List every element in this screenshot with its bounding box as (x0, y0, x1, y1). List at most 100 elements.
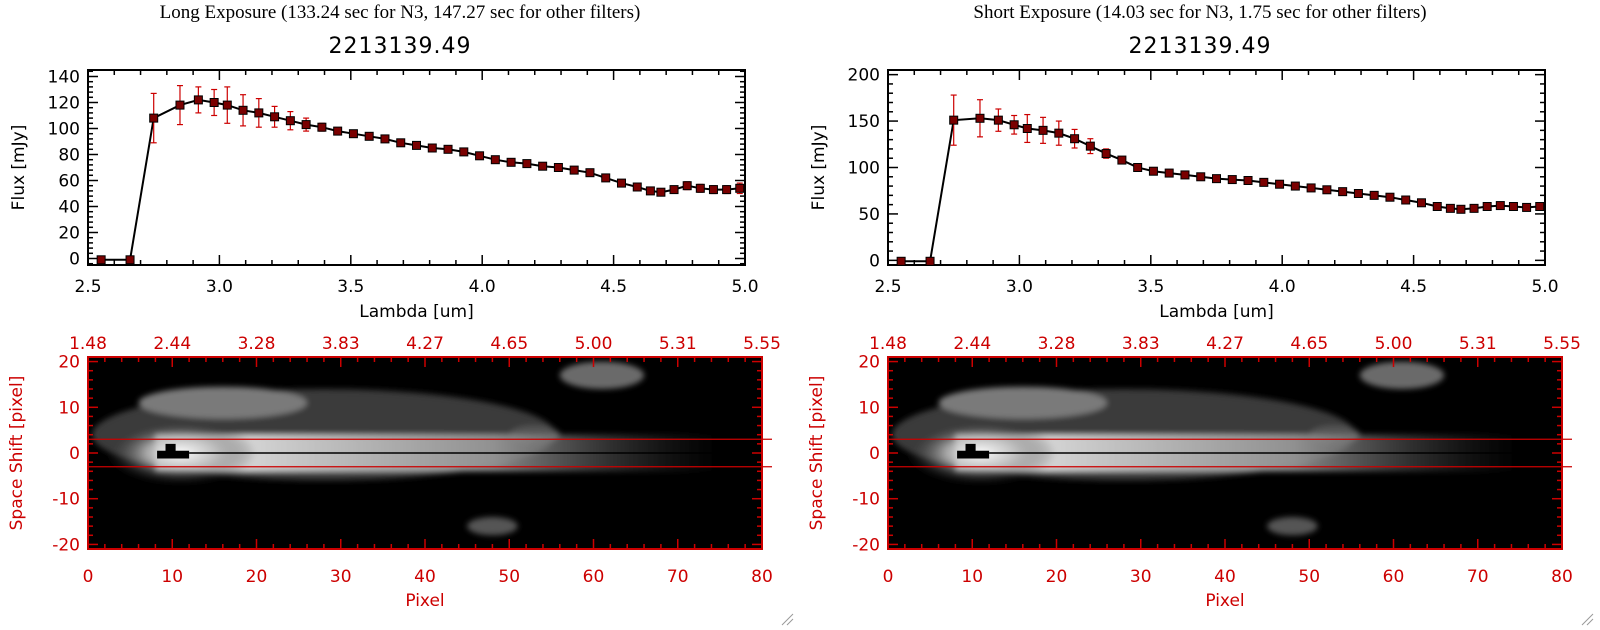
data-point (1290, 181, 1300, 191)
x-tick-label: 30 (330, 567, 352, 587)
data-point (1522, 202, 1532, 212)
upper-right-blob (1359, 361, 1445, 389)
data-point (364, 131, 374, 141)
data-point (1338, 187, 1348, 197)
x-tick-label: 10 (161, 567, 183, 587)
y-tick-label: 0 (869, 444, 880, 464)
saturated-pixels (157, 443, 190, 459)
data-point (1322, 185, 1332, 195)
upper-blob (138, 386, 308, 419)
data-point (695, 183, 705, 193)
y-tick-label: -20 (852, 535, 880, 555)
data-point (1085, 141, 1095, 151)
data-point (348, 129, 358, 139)
data-point (396, 138, 406, 148)
x-tick-label: 20 (1046, 567, 1068, 587)
long-exposure-panel: Long Exposure (133.24 sec for N3, 147.27… (7, 2, 794, 626)
data-point (1259, 177, 1269, 187)
top-tick-label: 3.28 (238, 334, 276, 354)
y-tick-label: 140 (48, 68, 80, 88)
data-point (1353, 189, 1363, 198)
x-tick-label: 70 (667, 567, 689, 587)
y-axis-label: Space Shift [pixel] (7, 376, 27, 531)
x-axis-label: Lambda [um] (1159, 302, 1273, 322)
spectrum-and-image-plot: 2.5 3.0 3.5 4.0 4.5 5.0020406080100120140Lamb… (7, 68, 781, 612)
y-tick-label: -20 (52, 535, 80, 555)
data-point (1164, 168, 1174, 178)
data-point (443, 144, 453, 154)
y-tick-label: 40 (58, 198, 80, 218)
data-point (1416, 198, 1426, 208)
top-tick-label: 5.00 (1375, 334, 1413, 354)
y-tick-label: 20 (858, 353, 880, 373)
data-point (538, 161, 548, 171)
data-point (975, 113, 985, 123)
x-tick-label: 0 (83, 567, 94, 587)
data-point (1456, 204, 1466, 214)
data-point (1070, 134, 1080, 144)
x-tick-label: 2.5 (874, 277, 901, 297)
data-point (1535, 202, 1545, 211)
data-point (506, 157, 516, 167)
data-point (601, 173, 611, 183)
y-tick-label: 0 (69, 250, 80, 270)
data-point (254, 108, 264, 118)
data-point (238, 105, 248, 115)
x-tick-label: 30 (1130, 567, 1152, 587)
y-tick-label: 200 (848, 66, 880, 86)
panel-title: Short Exposure (14.03 sec for N3, 1.75 s… (973, 2, 1427, 23)
y-tick-label: 80 (58, 146, 80, 166)
data-point (490, 155, 500, 165)
x-tick-label: 4.0 (1269, 277, 1296, 297)
top-tick-label: 4.65 (490, 334, 528, 354)
data-point (522, 159, 532, 169)
data-point (1445, 203, 1455, 213)
data-point (682, 181, 692, 191)
top-tick-label: 5.55 (1543, 334, 1581, 354)
data-point (585, 168, 595, 178)
top-tick-label: 5.55 (743, 334, 781, 354)
data-point (193, 95, 203, 105)
spectral-image-features (892, 361, 1520, 536)
spectral-image-features (92, 361, 720, 536)
y-tick-label: 100 (848, 159, 880, 179)
x-tick-label: 4.5 (1400, 277, 1427, 297)
spectrum-frame (87, 69, 746, 266)
x-axis-label: Pixel (1205, 591, 1244, 611)
y-axis-label: Flux [mJy] (9, 125, 29, 211)
data-point (459, 147, 469, 157)
spectrum-title: 2213139.49 (328, 34, 472, 59)
x-tick-label: 5.0 (731, 277, 758, 297)
data-point (569, 165, 579, 175)
lower-blob (1267, 517, 1318, 536)
data-point (1275, 179, 1285, 189)
data-point (317, 122, 327, 132)
data-point (96, 255, 106, 265)
x-tick-label: 3.5 (337, 277, 364, 297)
data-point (1054, 128, 1064, 138)
data-point (125, 255, 135, 265)
data-point (380, 134, 390, 144)
y-tick-label: 60 (58, 172, 80, 192)
x-tick-label: 60 (583, 567, 605, 587)
panel-title: Long Exposure (133.24 sec for N3, 147.27… (159, 2, 641, 23)
data-point (1495, 201, 1505, 211)
resize-grip-icon[interactable] (1580, 612, 1594, 626)
data-point (1180, 170, 1190, 180)
x-tick-label: 3.0 (206, 277, 233, 297)
resize-grip-icon[interactable] (780, 612, 794, 626)
upper-blob (938, 386, 1108, 419)
y-tick-label: -10 (52, 490, 80, 510)
data-point (1508, 202, 1518, 211)
lower-blob (467, 517, 518, 536)
x-tick-label: 5.0 (1531, 277, 1558, 297)
x-tick-label: 3.5 (1137, 277, 1164, 297)
x-tick-label: 0 (883, 567, 894, 587)
data-point (1469, 203, 1479, 213)
saturated-pixels (957, 443, 990, 459)
data-point (669, 185, 679, 195)
x-tick-label: 80 (751, 567, 773, 587)
data-point (1432, 202, 1442, 211)
data-point (301, 120, 311, 130)
data-point (427, 143, 437, 153)
